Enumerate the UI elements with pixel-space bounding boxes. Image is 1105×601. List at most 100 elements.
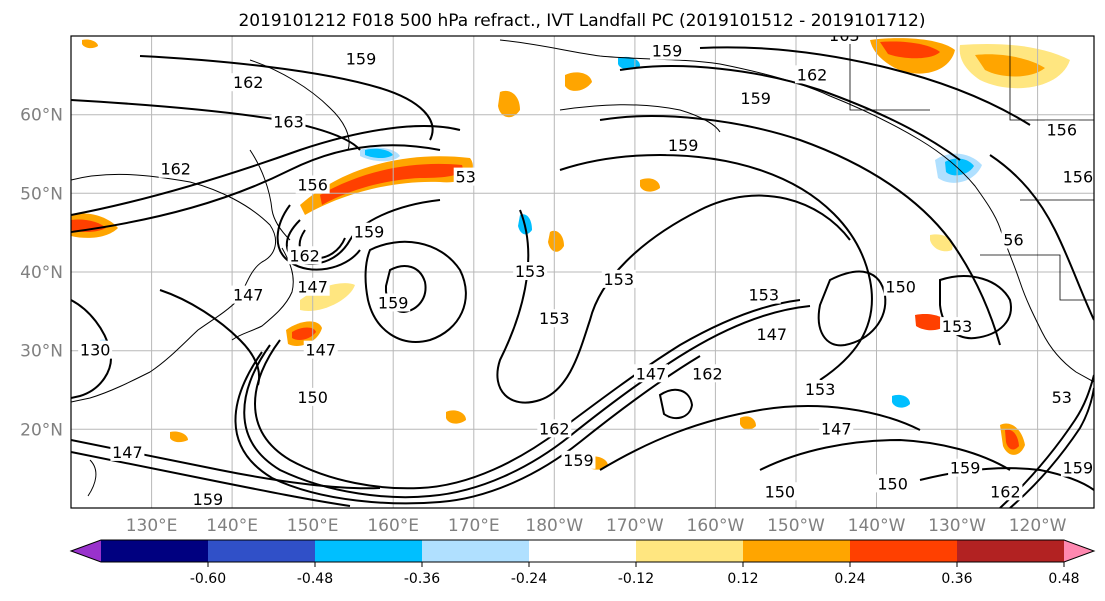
contour-labels: 162 159 159 163 162 159 163 162 156 159 53 159 162 15…	[78, 36, 1094, 509]
contour-line	[254, 299, 801, 490]
shading-patch	[292, 327, 316, 340]
colorbar-tick-label: -0.36	[404, 571, 440, 587]
contour-label: 156	[1063, 168, 1094, 187]
contour-label: 153	[539, 309, 570, 328]
contour-label-background	[1001, 230, 1026, 249]
colorbar-segment	[850, 540, 958, 562]
contour-label-background	[453, 167, 478, 186]
contour-label-background	[158, 159, 193, 178]
contour-label-background	[666, 136, 701, 155]
shading-patch	[1005, 429, 1019, 450]
shading-patch	[640, 178, 660, 192]
longitude-tick-label: 150°W	[767, 516, 825, 536]
shading-patch	[880, 41, 940, 59]
shading-patch	[320, 163, 463, 205]
longitude-tick-label: 170°E	[448, 516, 500, 536]
contour-label-background	[513, 262, 548, 280]
political-borders	[849, 36, 1094, 301]
contour-label-background	[190, 490, 225, 508]
japan-coastline	[231, 247, 294, 341]
colorbar-segment	[315, 540, 423, 562]
contour-label: 153	[748, 286, 779, 305]
contour-label: 162	[990, 482, 1021, 501]
longitude-tick-label: 170°W	[606, 516, 664, 536]
shading-patch	[498, 90, 520, 118]
shading-patch	[365, 148, 393, 159]
contour-label-background	[231, 285, 266, 304]
shading-patch	[930, 234, 953, 252]
contour-line	[71, 125, 461, 216]
contour-line	[599, 405, 921, 471]
contour-label-background	[287, 246, 322, 265]
colorbar-tick-label: -0.12	[618, 571, 654, 587]
contour-label: 162	[289, 246, 320, 265]
contour-label: 147	[233, 286, 264, 305]
contour-label-background	[690, 364, 725, 383]
contour-label-background	[601, 269, 636, 288]
colorbar-tick-label: -0.60	[190, 571, 226, 587]
longitude-labels: 130°E 140°E 150°E 160°E 170°E 180°W 170°W 160°W…	[126, 516, 1067, 536]
contour-label-background	[110, 442, 145, 461]
contour-label: 147	[112, 443, 143, 462]
contour-label-background	[940, 317, 975, 336]
contour-label-background	[303, 340, 338, 359]
contour-label-background	[271, 112, 306, 131]
longitude-tick-label: 130°E	[126, 516, 178, 536]
shading-patch	[300, 283, 355, 311]
contour-label: 162	[233, 73, 264, 92]
map-panel: 162 159 159 163 162 159 163 162 156 159 53 159 162 15…	[70, 35, 1095, 509]
contour-label: 159	[193, 490, 224, 509]
contour-label-background	[819, 419, 854, 438]
contour-label-background	[795, 65, 830, 84]
contour-label: 162	[539, 419, 570, 438]
colorbar: -0.60 -0.48 -0.36 -0.24 -0.12 0.12 0.24 0.36 0.4…	[69, 539, 1096, 587]
contour-label-background	[762, 482, 797, 501]
contour-label-background	[875, 474, 910, 493]
contour-label: 150	[885, 278, 916, 297]
contour-label-background	[883, 277, 918, 296]
contour-label: 53	[1052, 388, 1072, 407]
contour-label: 147	[305, 341, 336, 360]
contour-label-background	[738, 88, 773, 107]
contour-label: 159	[740, 89, 771, 108]
coastlines	[71, 39, 1094, 497]
contour-line	[619, 65, 961, 161]
contour-label-background	[1044, 120, 1079, 139]
latitude-tick-label: 40°N	[20, 263, 63, 283]
contour-label-background	[231, 73, 266, 92]
latitude-tick-label: 60°N	[20, 106, 63, 126]
shading-patch	[892, 394, 910, 408]
shading-patch	[565, 72, 592, 91]
contour-label: 159	[378, 293, 409, 312]
border-line	[980, 254, 1094, 301]
contour-label: 153	[942, 317, 973, 336]
latitude-tick-label: 30°N	[20, 342, 63, 362]
contour-label: 53	[456, 168, 476, 187]
colorbar-outline	[69, 539, 1096, 563]
shading-patch	[740, 416, 756, 430]
contour-line	[496, 194, 851, 404]
contour-label-background	[827, 36, 862, 44]
contour-label: 163	[273, 113, 304, 132]
contour-label: 147	[636, 364, 667, 383]
contour-label-background	[633, 364, 668, 383]
contour-label-background	[988, 482, 1023, 501]
contour-label: 162	[160, 160, 191, 179]
contour-line	[285, 199, 441, 265]
shading-patch	[915, 314, 948, 331]
contour-label: 159	[563, 451, 594, 470]
contour-label-background	[295, 175, 330, 194]
asia-coastline	[71, 173, 277, 403]
contour-line	[71, 144, 441, 233]
contour-label: 162	[692, 364, 723, 383]
contour-label-background	[376, 293, 411, 312]
contour-label-background	[754, 324, 789, 343]
contour-line	[243, 305, 811, 499]
longitude-tick-label: 180°W	[525, 516, 583, 536]
contour-label: 150	[877, 474, 908, 493]
longitude-tick-label: 140°W	[848, 516, 906, 536]
contour-line	[159, 289, 260, 386]
contour-label: 159	[354, 223, 385, 242]
contour-label-background	[1049, 387, 1074, 406]
